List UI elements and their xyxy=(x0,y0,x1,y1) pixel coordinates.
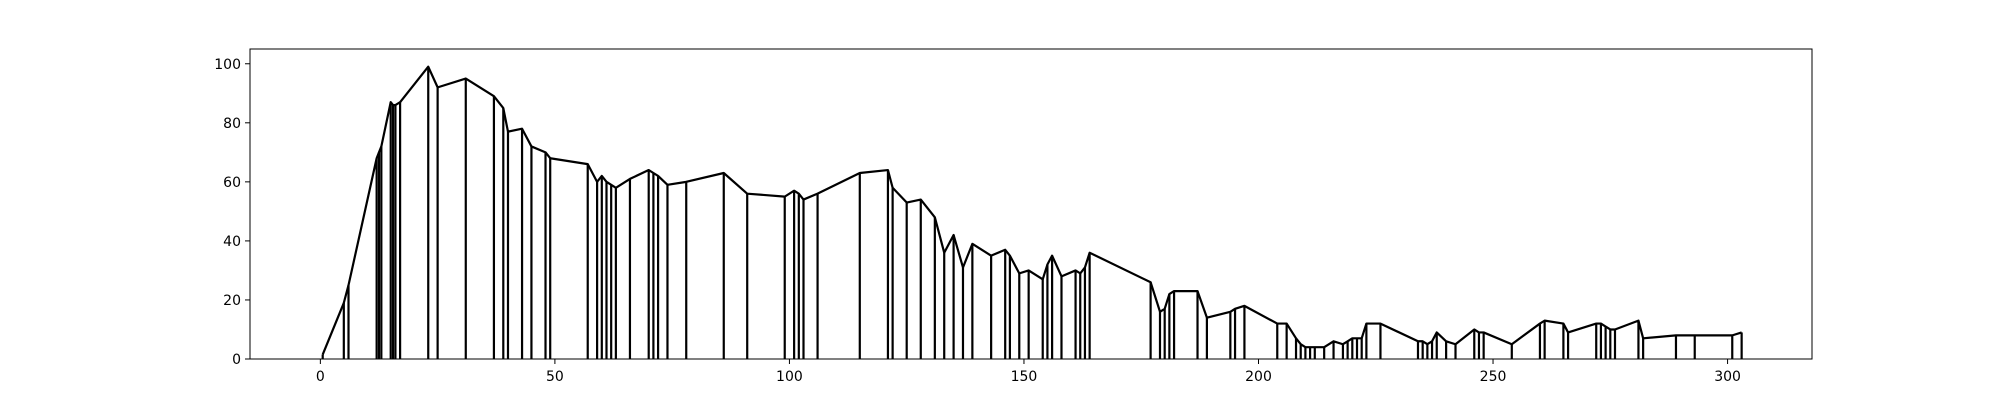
plot-frame xyxy=(249,48,1813,360)
x-tick-label: 100 xyxy=(776,369,803,385)
y-axis: 0 20 40 60 80 100 xyxy=(214,57,250,368)
y-tick-label: 60 xyxy=(223,175,241,191)
x-tick-label: 250 xyxy=(1480,369,1507,385)
y-tick-label: 80 xyxy=(223,116,241,132)
y-tick-label: 20 xyxy=(223,293,241,309)
x-tick-label: 50 xyxy=(546,369,564,385)
chart-marks xyxy=(321,65,1743,359)
series-line xyxy=(321,65,1742,355)
x-axis: 0 50 100 150 200 250 300 xyxy=(316,359,1741,385)
x-tick-label: 150 xyxy=(1011,369,1038,385)
y-tick-label: 40 xyxy=(223,234,241,250)
y-tick-label: 100 xyxy=(214,57,241,73)
x-tick-label: 200 xyxy=(1245,369,1272,385)
x-tick-label: 300 xyxy=(1714,369,1741,385)
x-tick-label: 0 xyxy=(316,369,325,385)
y-tick-label: 0 xyxy=(232,352,241,368)
